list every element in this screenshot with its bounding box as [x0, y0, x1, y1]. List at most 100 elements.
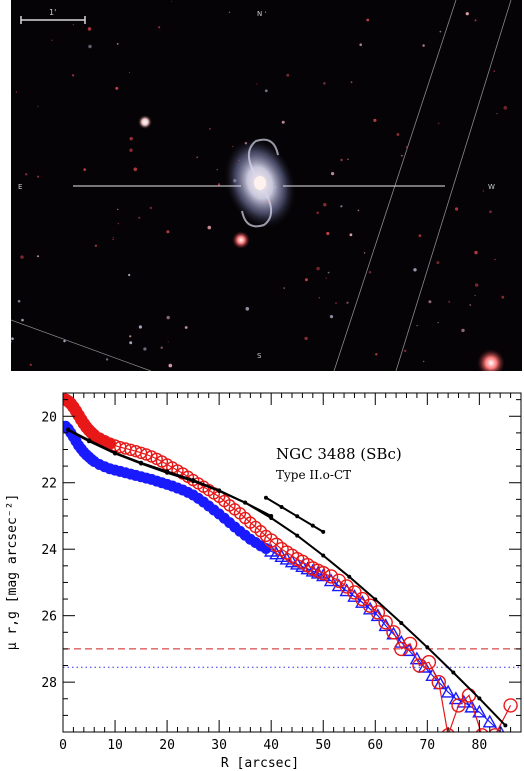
- background-star: [112, 238, 114, 241]
- series-r-point: [378, 615, 393, 630]
- background-star: [20, 255, 24, 259]
- background-star: [413, 268, 417, 272]
- background-star: [286, 73, 290, 77]
- x-tick-label: 10: [107, 738, 123, 753]
- background-star: [474, 250, 478, 255]
- series-r-point: [475, 728, 489, 732]
- star: [138, 115, 152, 129]
- background-star: [461, 328, 465, 333]
- background-star: [283, 287, 285, 289]
- background-star: [323, 82, 326, 85]
- background-star: [494, 258, 496, 261]
- fit-inner-point: [217, 489, 222, 494]
- surface-brightness-chart: NGC 3488 (SBc) Type II.o-CT R [arcsec] μ…: [5, 392, 522, 771]
- background-star: [265, 11, 267, 13]
- star: [477, 349, 505, 371]
- background-star: [493, 70, 495, 72]
- series-g-point: [482, 714, 497, 728]
- background-star: [455, 207, 459, 211]
- series-g-point: [370, 608, 386, 622]
- fit-outer-point: [321, 529, 326, 534]
- background-star: [496, 113, 498, 115]
- background-star: [51, 39, 53, 41]
- background-star: [436, 261, 440, 265]
- background-star: [17, 299, 21, 303]
- background-star: [184, 326, 188, 329]
- galaxy-image-canvas: 1' N E S W: [11, 0, 512, 371]
- background-star: [316, 266, 320, 271]
- compass-south: S: [257, 352, 262, 360]
- background-star: [422, 44, 425, 47]
- background-star: [448, 300, 451, 303]
- y-tick-label: 26: [41, 610, 57, 625]
- survey-edge-line: [11, 319, 152, 371]
- fit-inner-point: [191, 479, 196, 484]
- fit-inner-point: [113, 451, 118, 456]
- background-star: [208, 127, 211, 130]
- background-star: [475, 283, 479, 287]
- background-star: [87, 27, 92, 31]
- fit-overall-point: [347, 574, 352, 579]
- series-g-point: [448, 691, 464, 705]
- background-star: [244, 142, 248, 145]
- fit-outer-point: [263, 495, 268, 500]
- background-star: [469, 304, 472, 306]
- series-r-point: [488, 728, 502, 732]
- background-star: [373, 118, 377, 122]
- fit-inner-point: [243, 500, 248, 505]
- background-star: [326, 231, 330, 236]
- x-tick-label: 50: [315, 738, 331, 753]
- x-tick-label: 40: [263, 738, 279, 753]
- background-star: [105, 358, 109, 361]
- y-tick-label: 20: [41, 410, 57, 425]
- background-star: [323, 203, 327, 207]
- background-star: [72, 74, 75, 77]
- background-star: [465, 12, 469, 16]
- fit-overall-point: [503, 723, 508, 728]
- background-star: [129, 148, 133, 152]
- background-star: [340, 205, 343, 208]
- series-g-point: [472, 704, 487, 718]
- fit-inner-point: [139, 461, 144, 466]
- series-g-point: [409, 651, 425, 665]
- background-star: [474, 19, 477, 22]
- background-star: [350, 81, 353, 84]
- background-star: [327, 271, 330, 274]
- background-star: [331, 172, 335, 176]
- series-r-point: [140, 448, 153, 461]
- series-r-point: [370, 605, 386, 620]
- x-tick-label: 20: [159, 738, 175, 753]
- fit-overall-point: [425, 645, 430, 650]
- x-tick-label: 0: [59, 738, 67, 753]
- background-star: [364, 252, 366, 254]
- compass-west: W: [488, 183, 495, 191]
- fit-overall-point: [321, 553, 326, 558]
- background-star: [401, 154, 403, 157]
- background-star: [11, 337, 14, 341]
- background-star: [15, 91, 17, 93]
- compass-east: E: [18, 183, 22, 191]
- fit-overall-point: [399, 620, 404, 625]
- series-g-point: [440, 684, 456, 698]
- background-star: [138, 325, 142, 329]
- series-r-point: [402, 636, 418, 652]
- background-star: [158, 26, 161, 29]
- fit-inner-point: [165, 470, 170, 475]
- series-r-point: [323, 569, 339, 584]
- background-star: [347, 158, 349, 160]
- background-star: [233, 179, 237, 183]
- background-star: [149, 206, 152, 210]
- background-star: [112, 236, 115, 239]
- background-star: [482, 190, 484, 192]
- background-star: [349, 233, 353, 237]
- series-r-point: [431, 674, 446, 690]
- x-tick-label: 30: [211, 738, 227, 753]
- background-star: [267, 200, 270, 203]
- background-star: [37, 105, 39, 107]
- plot-area: [63, 393, 521, 732]
- background-star: [325, 277, 327, 279]
- series-r-point: [421, 655, 437, 670]
- background-star: [329, 315, 334, 319]
- background-star: [133, 167, 138, 172]
- background-stars: [11, 1, 508, 368]
